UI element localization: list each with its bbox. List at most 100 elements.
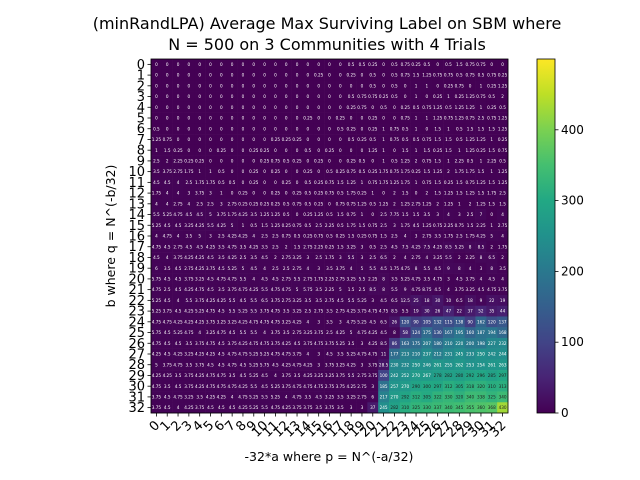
- heatmap-cell: [367, 402, 379, 414]
- cell-value-label: 3.75: [336, 266, 346, 271]
- cell-value-label: 0: [328, 83, 331, 88]
- heatmap-cell: [464, 230, 476, 242]
- cell-value-label: 0.25: [411, 169, 421, 174]
- cell-value-label: 25: [413, 298, 419, 303]
- heatmap-cell: [205, 252, 217, 264]
- heatmap-cell: [432, 69, 444, 81]
- heatmap-cell: [205, 380, 217, 392]
- cell-value-label: 4.5: [186, 212, 193, 217]
- cell-value-label: 30: [424, 309, 430, 314]
- cell-value-label: 0.5: [488, 94, 495, 99]
- heatmap-cell: [259, 273, 271, 285]
- heatmap-cell: [194, 305, 206, 317]
- heatmap-cell: [226, 219, 238, 231]
- cell-value-label: 3.5: [305, 298, 312, 303]
- cell-value-label: 4.25: [173, 319, 183, 324]
- heatmap-cell: [464, 252, 476, 264]
- heatmap-cell: [443, 359, 455, 371]
- cell-value-label: 0: [198, 105, 201, 110]
- cell-value-label: 44: [500, 309, 506, 314]
- cell-value-label: 0: [231, 159, 234, 164]
- cell-value-label: 2: [469, 201, 472, 206]
- cell-value-label: 4.25: [195, 384, 205, 389]
- cell-value-label: 1.25: [433, 105, 443, 110]
- heatmap-cell: [367, 284, 379, 296]
- heatmap-cell: [237, 198, 249, 210]
- cell-value-label: 5.25: [152, 309, 162, 314]
- heatmap-cell: [248, 219, 260, 231]
- cell-value-label: 0.75: [282, 234, 292, 239]
- heatmap-cell: [421, 337, 433, 349]
- heatmap-cell: [410, 91, 422, 103]
- heatmap-cell: [226, 380, 238, 392]
- cell-value-label: 0: [382, 73, 385, 78]
- y-tick-label: 28: [128, 358, 145, 373]
- cell-value-label: 0: [307, 83, 310, 88]
- heatmap-cell: [194, 241, 206, 253]
- heatmap-cell: [205, 187, 217, 199]
- cell-value-label: 0: [198, 73, 201, 78]
- cell-value-label: 0: [177, 73, 180, 78]
- heatmap-cell: [302, 273, 314, 285]
- cell-value-label: 0.5: [467, 159, 474, 164]
- cell-value-label: 115: [445, 319, 453, 324]
- cell-value-label: 1.25: [444, 201, 454, 206]
- cell-value-label: 4.75: [206, 373, 216, 378]
- cell-value-label: 0: [404, 83, 407, 88]
- heatmap-cell: [410, 230, 422, 242]
- heatmap-cell: [215, 144, 228, 156]
- heatmap-cell: [280, 59, 292, 71]
- cell-value-label: 1.75: [401, 223, 411, 228]
- cell-value-label: 4.5: [175, 341, 182, 346]
- cell-value-label: 0: [339, 83, 342, 88]
- heatmap-cell: [399, 359, 411, 371]
- heatmap-cell: [151, 305, 163, 317]
- cell-value-label: 292: [401, 395, 409, 400]
- heatmap-cell: [432, 101, 444, 113]
- cell-value-label: 137: [499, 319, 507, 324]
- heatmap-cell: [345, 134, 357, 146]
- cell-value-label: 5.5: [348, 255, 355, 260]
- cell-value-label: 0: [198, 83, 201, 88]
- cell-value-label: 0: [436, 62, 439, 67]
- heatmap-cell: [486, 177, 498, 189]
- cell-value-label: 0.25: [346, 159, 356, 164]
- heatmap-cell: [215, 198, 228, 210]
- cell-value-label: 2.5: [369, 255, 376, 260]
- heatmap-cell: [432, 295, 444, 307]
- cell-value-label: 1: [480, 159, 483, 164]
- heatmap-cell: [334, 359, 347, 371]
- heatmap-cell: [334, 305, 347, 317]
- cell-value-label: 4.25: [346, 384, 356, 389]
- cell-value-label: 0.75: [390, 126, 400, 131]
- cell-value-label: 3.5: [175, 373, 182, 378]
- cell-value-label: 4.75: [217, 330, 227, 335]
- cell-value-label: 2: [393, 191, 396, 196]
- cell-value-label: 0.25: [271, 191, 281, 196]
- heatmap-cell: [421, 230, 433, 242]
- heatmap-cell: [313, 305, 325, 317]
- cell-value-label: 0: [209, 148, 212, 153]
- cell-value-label: 0.5: [305, 191, 312, 196]
- heatmap-cell: [172, 91, 184, 103]
- cell-value-label: 0.25: [303, 116, 313, 121]
- cell-value-label: 1: [415, 148, 418, 153]
- heatmap-cell: [453, 59, 466, 71]
- cell-value-label: 1.25: [401, 201, 411, 206]
- heatmap-cell: [151, 252, 163, 264]
- heatmap-cell: [453, 316, 466, 328]
- cell-value-label: 0: [317, 169, 320, 174]
- heatmap-cell: [172, 166, 184, 178]
- heatmap-cell: [226, 295, 238, 307]
- heatmap-cell: [410, 187, 422, 199]
- cell-value-label: 0.5: [359, 159, 366, 164]
- heatmap-cell: [345, 316, 357, 328]
- heatmap-cell: [291, 348, 303, 360]
- cell-value-label: 325: [488, 395, 496, 400]
- heatmap-cell: [205, 91, 217, 103]
- heatmap-cell: [497, 69, 509, 81]
- cell-value-label: 2.75: [336, 309, 346, 314]
- cell-value-label: 4.75: [238, 352, 248, 357]
- heatmap-cell: [389, 134, 401, 146]
- cell-value-label: 4.25: [163, 373, 173, 378]
